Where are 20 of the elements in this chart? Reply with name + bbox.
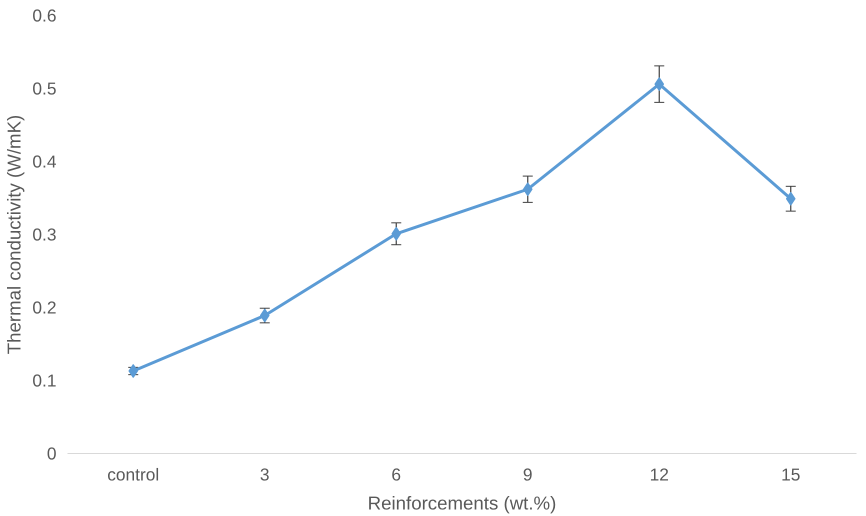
point	[391, 226, 402, 241]
y-tick-label: 0.1	[32, 370, 57, 390]
x-tick-label: 3	[260, 464, 270, 484]
y-tick-label: 0.3	[32, 224, 57, 244]
x-axis-title: Reinforcements (wt.%)	[368, 492, 556, 514]
y-tick-label: 0.6	[32, 6, 57, 26]
x-tick-label: 9	[522, 464, 533, 484]
x-tick-label: 15	[781, 464, 800, 484]
y-tick-label: 0.2	[32, 298, 57, 318]
y-axis-title: Thermal conductivity (W/mK)	[3, 114, 24, 354]
point	[522, 182, 533, 196]
y-tick-label: 0.5	[32, 78, 57, 98]
point	[654, 77, 664, 92]
x-tick-label: 12	[650, 464, 669, 484]
point	[128, 364, 138, 378]
x-tick-label: 6	[391, 464, 402, 484]
y-tick-label: 0.4	[32, 152, 57, 172]
point	[786, 192, 796, 206]
y-tick-label: 0	[46, 444, 57, 464]
x-tick-label: control	[107, 464, 160, 484]
